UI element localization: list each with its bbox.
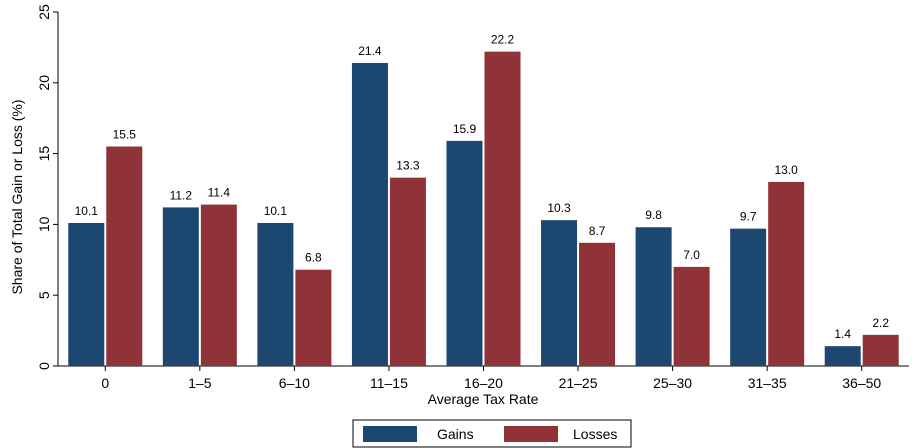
data-label-losses: 11.4 [208, 186, 231, 200]
legend-swatch-losses [504, 426, 558, 442]
x-tick-label: 1–5 [188, 375, 212, 391]
x-tick-label: 0 [101, 375, 109, 391]
plot-area: 0 5 10 15 20 25 0 10.1 15.5 1–5 11.2 11.4 6–10 10.1 6.… [36, 4, 909, 391]
x-axis-title: Average Tax Rate [428, 391, 539, 407]
data-label-losses: 15.5 [113, 128, 137, 142]
bar-losses [295, 269, 332, 366]
data-label-losses: 8.7 [589, 224, 606, 238]
data-label-gains: 10.1 [75, 204, 99, 218]
x-tick-label: 16–20 [464, 375, 503, 391]
data-label-gains: 9.7 [740, 210, 757, 224]
data-label-gains: 9.8 [645, 208, 662, 222]
bar-gains [351, 62, 388, 366]
bar-gains [162, 207, 199, 366]
legend-swatch-gains [363, 426, 417, 442]
y-axis-title: Share of Total Gain or Loss (%) [9, 99, 25, 294]
y-tick-label: 5 [36, 291, 52, 299]
bar-gains [541, 220, 578, 366]
x-tick-label: 21–25 [559, 375, 598, 391]
legend: Gains Losses [352, 419, 632, 448]
bar-losses [768, 181, 805, 366]
data-label-losses: 6.8 [305, 251, 322, 265]
x-tick-label: 11–15 [370, 375, 408, 391]
bar-losses [673, 266, 710, 366]
bar-gains [635, 227, 672, 366]
bar-gains [446, 140, 483, 366]
bar-losses [389, 177, 426, 366]
data-label-gains: 10.1 [264, 204, 288, 218]
data-label-losses: 2.2 [872, 316, 889, 330]
data-label-losses: 22.2 [491, 33, 515, 47]
y-tick-label: 15 [36, 146, 52, 162]
legend-label-gains: Gains [437, 426, 474, 442]
x-tick-label: 31–35 [748, 375, 787, 391]
data-label-gains: 21.4 [358, 44, 382, 58]
data-label-gains: 10.3 [547, 201, 571, 215]
bar-gains [730, 228, 767, 366]
data-label-gains: 11.2 [170, 188, 193, 202]
y-tick-label: 10 [36, 216, 52, 232]
bar-gains [257, 222, 294, 366]
data-label-losses: 7.0 [683, 248, 700, 262]
bar-gains [824, 346, 861, 366]
legend-label-losses: Losses [573, 426, 617, 442]
bar-losses [862, 334, 899, 366]
y-tick-label: 20 [36, 75, 52, 91]
bar-gains [68, 222, 105, 366]
bar-losses [484, 51, 521, 366]
data-label-gains: 1.4 [834, 327, 851, 341]
bar-losses [579, 242, 616, 366]
x-tick-label: 25–30 [653, 375, 692, 391]
bar-losses [106, 146, 143, 366]
bar-losses [200, 204, 237, 366]
y-tick-label: 0 [36, 362, 52, 370]
x-tick-label: 6–10 [279, 375, 310, 391]
data-label-losses: 13.0 [774, 163, 798, 177]
data-label-gains: 15.9 [453, 122, 477, 136]
x-tick-label: 36–50 [842, 375, 881, 391]
data-label-losses: 13.3 [396, 159, 420, 173]
y-tick-label: 25 [36, 4, 52, 20]
